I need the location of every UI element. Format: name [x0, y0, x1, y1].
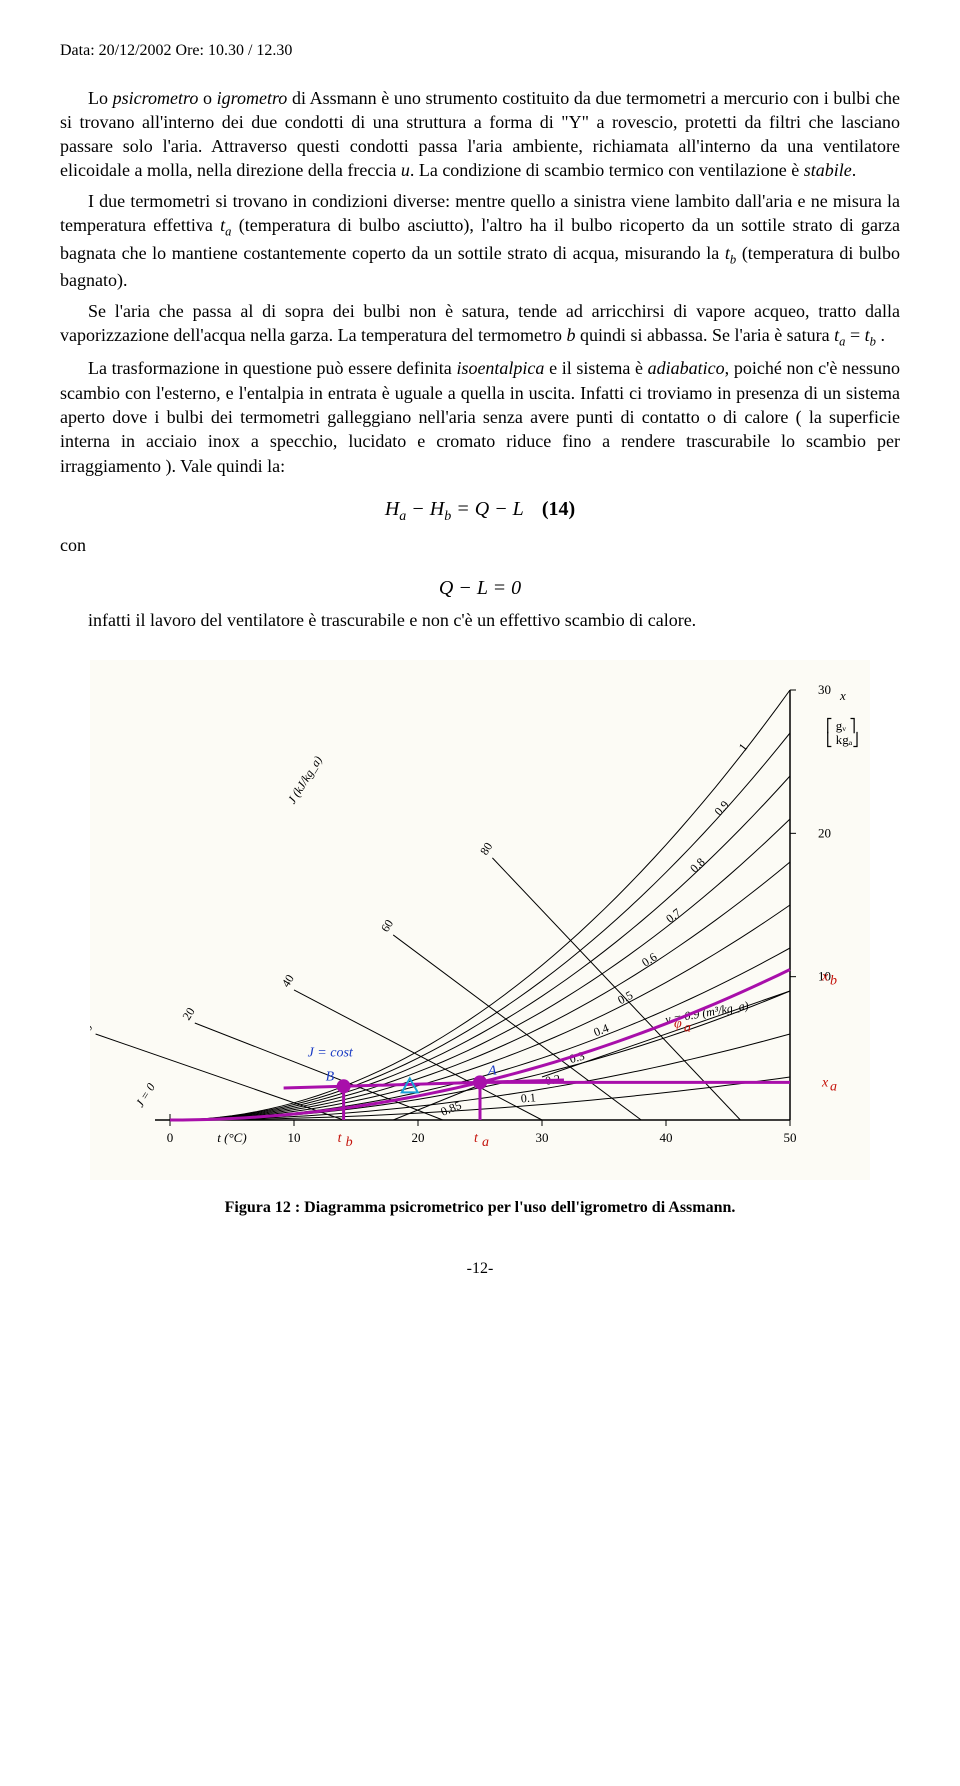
term-psicrometro: psicrometro: [113, 88, 199, 108]
svg-text:a: a: [830, 1080, 837, 1095]
page-number: -12-: [60, 1258, 900, 1280]
equation-15: Q − L = 0: [60, 575, 900, 602]
p4-text: La trasformazione in questione può esser…: [88, 358, 456, 378]
p1-text: .: [852, 160, 857, 180]
svg-text:φ: φ: [674, 1017, 682, 1032]
svg-text:0: 0: [167, 1130, 174, 1145]
svg-text:50: 50: [784, 1130, 797, 1145]
paragraph-2: I due termometri si trovano in condizion…: [60, 189, 900, 293]
psychrometric-chart: 01020304050t (°C)102030x⎡ gᵥ ⎤⎣ kgₐ⎦0.10…: [90, 660, 870, 1180]
term-isoentalpica: isoentalpica: [456, 358, 544, 378]
svg-text:20: 20: [412, 1130, 425, 1145]
svg-text:b: b: [830, 974, 837, 989]
svg-text:30: 30: [536, 1130, 549, 1145]
term-igrometro: igrometro: [217, 88, 288, 108]
var-u: u: [401, 160, 410, 180]
svg-text:b: b: [346, 1135, 353, 1150]
p3-text: .: [876, 325, 885, 345]
eq-ql-zero: Q − L = 0: [439, 577, 521, 599]
svg-text:40: 40: [660, 1130, 673, 1145]
figure-caption: Figura 12 : Diagramma psicrometrico per …: [60, 1197, 900, 1219]
p1-text: Lo: [88, 88, 113, 108]
p1-text: o: [198, 88, 216, 108]
svg-text:t (°C): t (°C): [217, 1130, 246, 1145]
paragraph-4: La trasformazione in questione può esser…: [60, 356, 900, 477]
svg-text:J = cost: J = cost: [308, 1046, 354, 1061]
svg-text:a: a: [684, 1021, 691, 1036]
svg-text:x: x: [839, 688, 846, 703]
svg-text:x: x: [821, 1076, 829, 1091]
header-date: Data: 20/12/2002 Ore: 10.30 / 12.30: [60, 40, 900, 62]
p3-text: quindi si abbassa. Se l'aria è satura: [575, 325, 834, 345]
con-label: con: [60, 533, 900, 557]
term-stabile: stabile: [804, 160, 852, 180]
svg-text:a: a: [482, 1135, 489, 1150]
p3-eq: =: [845, 325, 864, 345]
term-adiabatico: adiabatico: [648, 358, 725, 378]
paragraph-5: infatti il lavoro del ventilatore è tras…: [60, 608, 900, 632]
svg-text:30: 30: [818, 682, 831, 697]
eq-H: H: [385, 498, 399, 520]
svg-text:⎣ kgₐ⎦: ⎣ kgₐ⎦: [826, 731, 859, 748]
svg-text:B: B: [326, 1070, 335, 1085]
svg-text:x: x: [821, 970, 829, 985]
p1-text: . La condizione di scambio termico con v…: [410, 160, 804, 180]
eq-minus-Hb: − H: [406, 498, 444, 520]
eq-ql: = Q − L: [451, 498, 524, 520]
svg-text:A: A: [487, 1064, 497, 1079]
svg-text:10: 10: [288, 1130, 301, 1145]
paragraph-1: Lo psicrometro o igrometro di Assmann è …: [60, 86, 900, 183]
paragraph-3: Se l'aria che passa al di sopra dei bulb…: [60, 299, 900, 351]
figure-12: 01020304050t (°C)102030x⎡ gᵥ ⎤⎣ kgₐ⎦0.10…: [60, 660, 900, 1218]
eq-number: (14): [542, 498, 575, 520]
svg-text:20: 20: [818, 826, 831, 841]
p4-text: e il sistema è: [544, 358, 647, 378]
equation-14: Ha − Hb = Q − L(14): [60, 496, 900, 527]
